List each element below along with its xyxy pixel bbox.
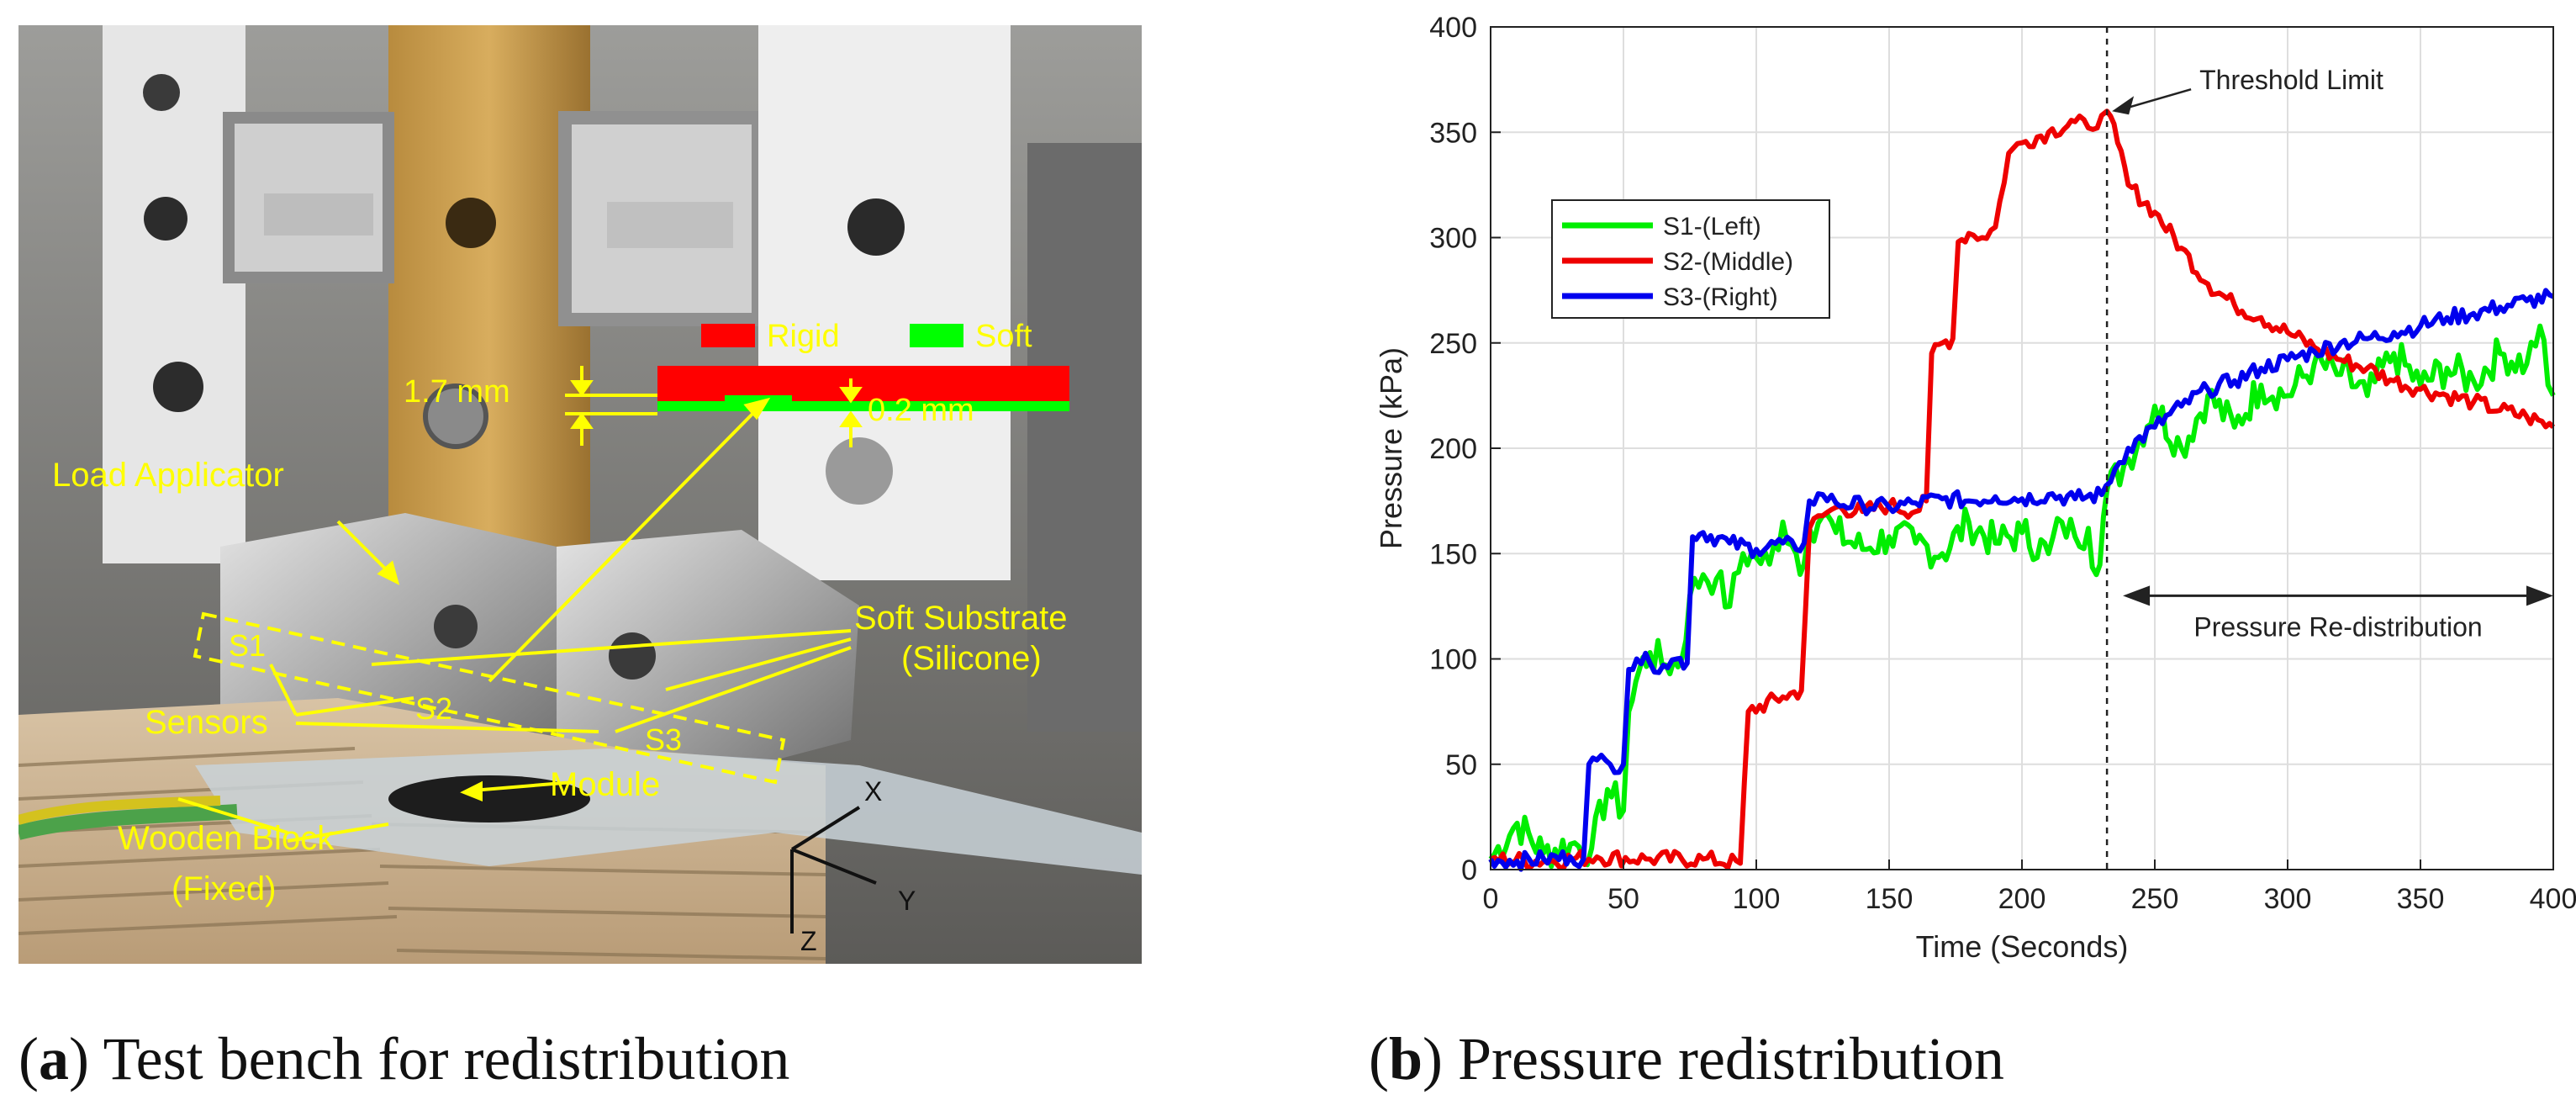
y-tick-label: 300: [1429, 223, 1477, 255]
label-s1: S1: [229, 628, 266, 663]
dimension-1-7mm: 1.7 mm: [404, 374, 510, 410]
redistribution-label: Pressure Re-distribution: [2193, 611, 2482, 642]
label-wooden-block: Wooden Block: [118, 820, 335, 857]
legend-label-2: S2-(Middle): [1663, 248, 1793, 276]
y-tick-label: 250: [1429, 328, 1477, 360]
label-s2: S2: [415, 691, 452, 726]
label-sensors: Sensors: [145, 704, 268, 741]
pressure-chart-svg: 0 50 100 150 200 250 300 350 400 0 50 100 150 200 250 3…: [1374, 12, 2576, 964]
chart-grid: [1490, 26, 2554, 870]
x-tick-label: 250: [2131, 883, 2179, 915]
y-tick-label: 200: [1429, 433, 1477, 465]
x-tick-label: 50: [1607, 883, 1639, 915]
legend-rigid-label: Rigid: [767, 319, 840, 354]
threshold-arrow-head: [2112, 96, 2135, 115]
chart-ticks: 0 50 100 150 200 250 300 350 400 0 50 100 150 200 250 3…: [1429, 12, 2576, 915]
caption-a: (a) Test bench for redistribution: [18, 1025, 790, 1092]
y-tick-label: 0: [1461, 854, 1477, 886]
label-soft-substrate: Soft Substrate: [854, 600, 1067, 637]
legend-soft-label: Soft: [975, 319, 1032, 354]
label-load-applicator: Load Applicator: [52, 457, 284, 494]
x-tick-label: 200: [1998, 883, 2046, 915]
chart-annotations: Threshold Limit Pressure Re-distribution: [2105, 27, 2553, 870]
x-axis-label: Time (Seconds): [1916, 929, 2129, 964]
right-metal-block: [557, 530, 859, 782]
test-bench-illustration: Rigid Soft 1.7 mm 0.2 mm: [18, 25, 1142, 964]
label-fixed: (Fixed): [172, 870, 276, 907]
redistribution-arrow-right: [2526, 585, 2553, 606]
y-tick-label: 350: [1429, 117, 1477, 149]
left-beam: [103, 25, 245, 563]
x-tick-label: 300: [2264, 883, 2312, 915]
soft-layer: [657, 401, 1069, 411]
legend-rigid-swatch: [701, 324, 755, 347]
series-line-3: [1488, 288, 2555, 872]
caption-b-text: Pressure redistribution: [1458, 1025, 2004, 1092]
y-tick-label: 100: [1429, 644, 1477, 676]
series-line-2: [1489, 108, 2556, 870]
dimension-0-2mm: 0.2 mm: [868, 393, 974, 428]
caption-a-label: a: [38, 1025, 69, 1092]
x-tick-label: 350: [2397, 883, 2445, 915]
right-beam: [758, 25, 1011, 580]
label-silicone: (Silicone): [901, 640, 1042, 677]
test-bench-photo: Rigid Soft 1.7 mm 0.2 mm: [18, 25, 1142, 964]
brass-column: [388, 25, 590, 547]
rigid-layer: [657, 366, 1069, 403]
y-axis-label: Pressure (kPa): [1374, 347, 1408, 549]
caption-b: (b) Pressure redistribution: [1369, 1025, 2004, 1092]
axis-z-label: Z: [800, 926, 817, 956]
legend-soft-swatch: [910, 324, 963, 347]
threshold-label: Threshold Limit: [2199, 65, 2383, 95]
sensor-region-box: [193, 611, 786, 785]
label-module: Module: [550, 766, 660, 803]
caption-b-label: b: [1388, 1025, 1423, 1092]
label-s3: S3: [645, 722, 682, 757]
chart-series: [1488, 108, 2556, 872]
redistribution-arrow-left: [2123, 585, 2151, 606]
legend-label-3: S3-(Right): [1663, 283, 1778, 311]
y-tick-label: 400: [1429, 12, 1477, 44]
x-tick-label: 100: [1733, 883, 1781, 915]
legend-label-1: S1-(Left): [1663, 213, 1761, 241]
axis-x-label: X: [864, 776, 882, 807]
x-tick-label: 0: [1483, 883, 1499, 915]
x-tick-label: 400: [2530, 883, 2576, 915]
pressure-chart: 0 50 100 150 200 250 300 350 400 0 50 100 150 200 250 3…: [1312, 0, 2576, 992]
y-tick-label: 50: [1445, 749, 1477, 781]
axis-y-label: Y: [898, 886, 916, 916]
caption-a-text: Test bench for redistribution: [103, 1025, 790, 1092]
chart-legend: S1-(Left) S2-(Middle) S3-(Right): [1551, 199, 1830, 319]
x-tick-label: 150: [1866, 883, 1914, 915]
y-tick-label: 150: [1429, 538, 1477, 570]
